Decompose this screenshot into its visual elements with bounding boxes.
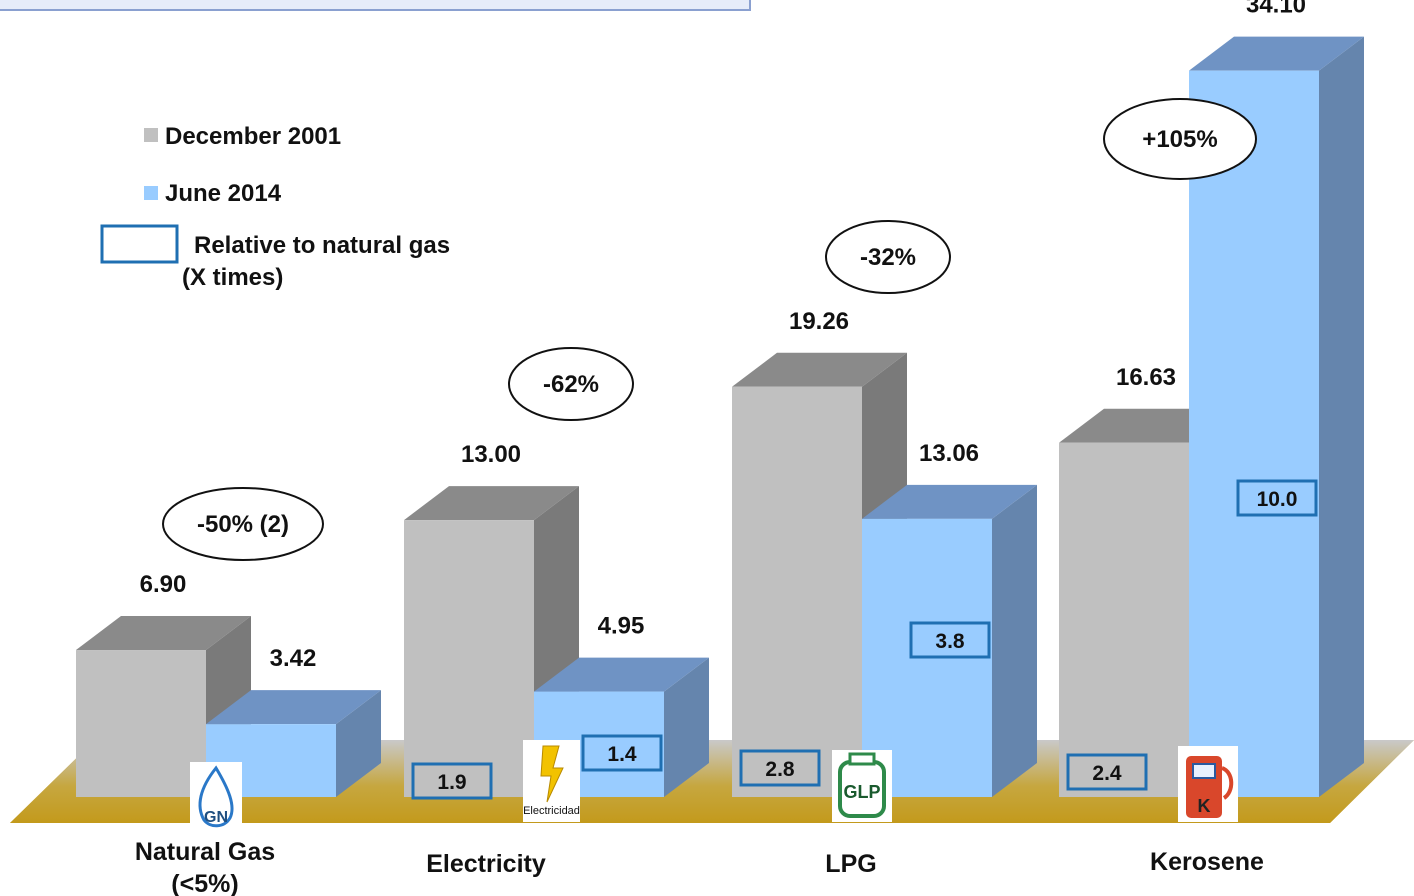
value-label-december-2001-1: 13.00 (461, 441, 521, 468)
category-label-1: Electricity (426, 850, 546, 878)
value-label-december-2001-2: 19.26 (789, 308, 849, 335)
svg-text:2.8: 2.8 (765, 758, 795, 781)
category-label-0-line2: (<5%) (171, 870, 238, 896)
value-label-june-2014-0: 3.42 (270, 645, 317, 672)
ratio-box-december-2001-2: 2.8 (739, 749, 821, 787)
svg-text:1.4: 1.4 (607, 743, 637, 766)
legend-box-swatch (100, 224, 179, 264)
legend-label-december-2001: December 2001 (165, 123, 341, 150)
svg-text:10.0: 10.0 (1257, 488, 1298, 511)
svg-text:-32%: -32% (860, 244, 916, 271)
ratio-box-june-2014-1: 1.4 (581, 734, 663, 772)
svg-text:3.8: 3.8 (935, 630, 965, 653)
value-label-june-2014-1: 4.95 (598, 613, 645, 640)
change-oval-1: -62% (508, 347, 634, 421)
value-label-june-2014-3: 34.10 (1246, 0, 1306, 19)
electricity-icon: Electricidad (523, 740, 580, 822)
natural-gas-icon: GN (190, 762, 242, 828)
svg-text:-62%: -62% (543, 371, 599, 398)
svg-text:K: K (1198, 796, 1211, 816)
legend-swatch-december-2001 (144, 128, 158, 142)
value-label-december-2001-0: 6.90 (140, 571, 187, 598)
legend: December 2001 June 2014 Relative to natu… (100, 123, 450, 291)
value-labels-layer: 6.90 13.00 19.26 16.63 3.42 4.95 13.06 34.10 (140, 0, 1306, 672)
title-box-fragment (0, 0, 751, 11)
kerosene-icon: K (1178, 746, 1238, 822)
ratio-box-june-2014-2: 3.8 (909, 621, 991, 659)
category-label-0: Natural Gas (135, 838, 275, 866)
change-ovals-layer: -50% (2) -62% -32% +105% (162, 98, 1257, 561)
category-labels-layer: Natural Gas (<5%) Electricity LPG Kerosene (135, 838, 1264, 896)
ratio-box-december-2001-1: 1.9 (411, 762, 493, 800)
change-oval-2: -32% (825, 220, 951, 294)
icons-layer: GN Electricidad GLP K (190, 740, 1238, 828)
legend-label-june-2014: June 2014 (165, 180, 282, 207)
svg-text:GLP: GLP (843, 782, 880, 802)
change-oval-3: +105% (1103, 98, 1257, 180)
legend-box-label: Relative to natural gas (194, 232, 450, 259)
svg-text:1.9: 1.9 (437, 771, 466, 794)
category-label-3: Kerosene (1150, 848, 1264, 876)
svg-text:-50% (2): -50% (2) (197, 511, 289, 538)
legend-box-label-unit: (X times) (182, 264, 283, 291)
ratio-box-june-2014-3: 10.0 (1236, 479, 1318, 517)
category-label-2: LPG (825, 850, 876, 878)
value-label-december-2001-3: 16.63 (1116, 364, 1176, 391)
legend-swatch-june-2014 (144, 186, 158, 200)
change-oval-0: -50% (2) (162, 487, 324, 561)
svg-text:GN: GN (204, 809, 228, 826)
svg-text:2.4: 2.4 (1092, 762, 1122, 785)
svg-text:Electricidad: Electricidad (523, 805, 580, 817)
svg-text:+105%: +105% (1142, 126, 1217, 153)
bar-june-2014-3 (1189, 36, 1364, 798)
ratio-boxes-layer: 1.9 1.4 2.8 3.8 2.4 10.0 (411, 479, 1318, 800)
lpg-icon: GLP (832, 750, 892, 822)
ratio-box-december-2001-3: 2.4 (1066, 753, 1148, 791)
value-label-june-2014-2: 13.06 (919, 440, 979, 467)
